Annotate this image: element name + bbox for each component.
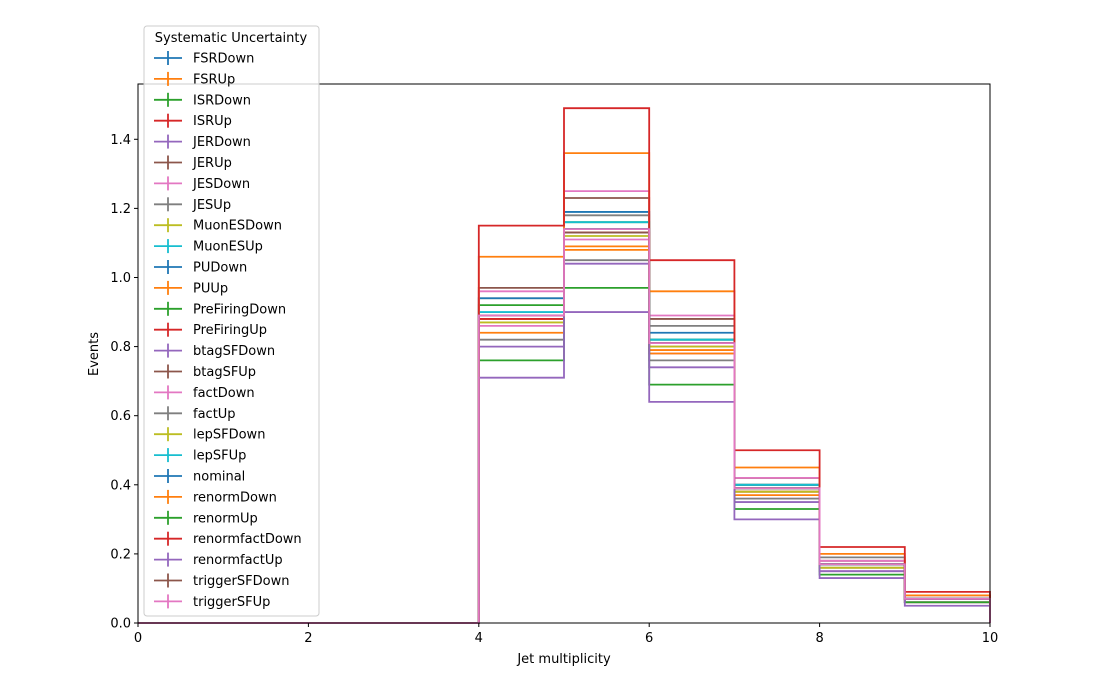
y-tick-label: 1.4: [110, 133, 131, 148]
legend-item-PUUp: PUUp: [154, 280, 228, 296]
legend-label: MuonESUp: [193, 240, 263, 255]
legend-item-JERUp: JERUp: [154, 155, 232, 171]
y-tick-label: 0.6: [110, 409, 131, 424]
legend-box: [143, 25, 320, 617]
legend-label: renormUp: [193, 511, 258, 526]
legend-item-FSRDown: FSRDown: [154, 51, 254, 67]
legend-label: factDown: [193, 386, 255, 401]
legend-label: JESUp: [192, 198, 231, 213]
legend-label: lepSFUp: [193, 449, 246, 464]
legend-label: FSRUp: [193, 72, 235, 87]
legend-item-renormUp: renormUp: [154, 510, 258, 526]
legend-label: ISRUp: [193, 114, 232, 129]
legend-item-FSRUp: FSRUp: [154, 71, 235, 87]
legend-label: renormDown: [193, 490, 277, 505]
legend-item-MuonESUp: MuonESUp: [154, 239, 263, 255]
legend-item-ISRUp: ISRUp: [154, 113, 232, 129]
legend-item-triggerSFUp: triggerSFUp: [154, 594, 270, 610]
legend: Systematic Uncertainty FSRDown FSRUp ISRDo…: [143, 25, 320, 617]
legend-item-PUDown: PUDown: [154, 260, 247, 276]
y-tick-label: 1.0: [110, 271, 131, 286]
x-tick-label: 4: [475, 631, 483, 646]
legend-item-factDown: factDown: [154, 385, 255, 401]
legend-label: lepSFDown: [193, 428, 265, 443]
legend-item-triggerSFDown: triggerSFDown: [154, 573, 289, 589]
legend-label: MuonESDown: [193, 219, 282, 234]
legend-label: JESDown: [192, 177, 250, 192]
legend-label: btagSFDown: [193, 344, 275, 359]
x-axis-label: Jet multiplicity: [516, 652, 611, 667]
x-tick-label: 10: [982, 631, 999, 646]
legend-item-nominal: nominal: [154, 469, 245, 485]
legend-label: PUDown: [193, 261, 247, 276]
y-tick-label: 0.8: [110, 340, 131, 355]
x-tick-label: 6: [645, 631, 653, 646]
y-tick-label: 0.0: [110, 617, 131, 632]
legend-item-JESUp: JESUp: [154, 197, 231, 213]
legend-label: PreFiringDown: [193, 302, 286, 317]
legend-item-renormfactUp: renormfactUp: [154, 552, 283, 568]
legend-label: ISRDown: [193, 93, 251, 108]
x-tick-label: 8: [815, 631, 823, 646]
legend-entries: FSRDown FSRUp ISRDown ISRUp JERDown JERUp JESD…: [154, 51, 302, 610]
legend-item-lepSFUp: lepSFUp: [154, 448, 246, 464]
legend-item-lepSFDown: lepSFDown: [154, 427, 265, 443]
legend-label: PreFiringUp: [193, 323, 267, 338]
legend-item-JESDown: JESDown: [154, 176, 250, 192]
legend-label: FSRDown: [193, 52, 254, 67]
legend-label: JERDown: [192, 135, 251, 150]
legend-item-PreFiringDown: PreFiringDown: [154, 301, 286, 317]
legend-label: JERUp: [192, 156, 232, 171]
legend-item-factUp: factUp: [154, 406, 236, 422]
legend-item-ISRDown: ISRDown: [154, 92, 251, 108]
legend-title: Systematic Uncertainty: [155, 31, 308, 46]
legend-item-btagSFDown: btagSFDown: [154, 343, 275, 359]
legend-item-btagSFUp: btagSFUp: [154, 364, 256, 380]
legend-label: factUp: [193, 407, 236, 422]
legend-item-JERDown: JERDown: [154, 134, 251, 150]
legend-item-MuonESDown: MuonESDown: [154, 218, 282, 234]
legend-label: renormfactUp: [193, 553, 283, 568]
legend-label: triggerSFDown: [193, 574, 289, 589]
y-tick-label: 0.2: [110, 547, 131, 562]
axes-frame: [137, 83, 991, 624]
legend-item-renormDown: renormDown: [154, 489, 277, 505]
x-tick-label: 0: [134, 631, 142, 646]
axis-ticks: 0 2 4 6 8 10 0.0 0.2 0.4 0.6 0.8 1.0 1.2 1.4: [110, 133, 998, 646]
legend-item-renormfactDown: renormfactDown: [154, 531, 302, 547]
legend-label: nominal: [193, 470, 245, 485]
legend-label: triggerSFUp: [193, 595, 270, 610]
y-tick-label: 0.4: [110, 478, 131, 493]
x-tick-label: 2: [304, 631, 312, 646]
legend-label: PUUp: [193, 281, 228, 296]
legend-item-PreFiringUp: PreFiringUp: [154, 322, 267, 338]
legend-label: renormfactDown: [193, 532, 302, 547]
y-axis-label: Events: [87, 332, 102, 376]
y-tick-label: 1.2: [110, 202, 131, 217]
legend-label: btagSFUp: [193, 365, 256, 380]
